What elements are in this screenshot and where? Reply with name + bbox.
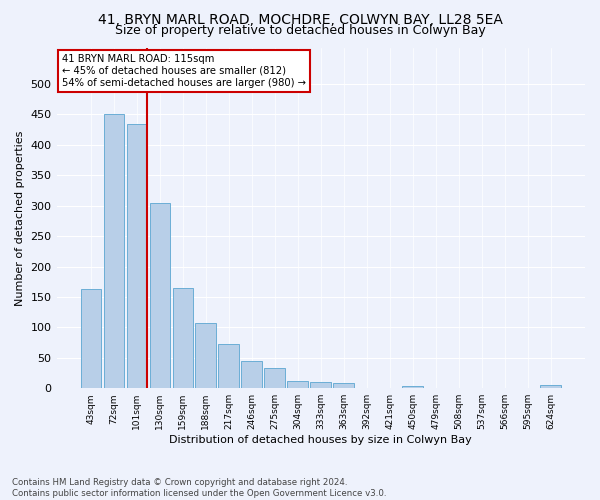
Bar <box>403 386 423 388</box>
Bar <box>334 382 354 388</box>
Text: 41, BRYN MARL ROAD, MOCHDRE, COLWYN BAY, LL28 5EA: 41, BRYN MARL ROAD, MOCHDRE, COLWYN BAY,… <box>98 12 502 26</box>
Bar <box>287 381 308 388</box>
Bar <box>127 124 147 388</box>
Text: Contains HM Land Registry data © Crown copyright and database right 2024.
Contai: Contains HM Land Registry data © Crown c… <box>12 478 386 498</box>
Bar <box>218 344 239 388</box>
X-axis label: Distribution of detached houses by size in Colwyn Bay: Distribution of detached houses by size … <box>169 435 472 445</box>
Text: Size of property relative to detached houses in Colwyn Bay: Size of property relative to detached ho… <box>115 24 485 37</box>
Y-axis label: Number of detached properties: Number of detached properties <box>15 130 25 306</box>
Bar <box>104 114 124 388</box>
Bar <box>241 362 262 388</box>
Bar <box>310 382 331 388</box>
Bar <box>196 323 216 388</box>
Bar <box>265 368 285 388</box>
Bar <box>80 289 101 388</box>
Bar <box>173 288 193 388</box>
Text: 41 BRYN MARL ROAD: 115sqm
← 45% of detached houses are smaller (812)
54% of semi: 41 BRYN MARL ROAD: 115sqm ← 45% of detac… <box>62 54 306 88</box>
Bar <box>149 202 170 388</box>
Bar <box>540 385 561 388</box>
